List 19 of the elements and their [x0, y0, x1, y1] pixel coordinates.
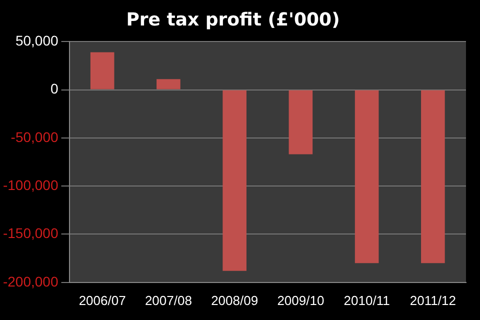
- x-tick-label: 2006/07: [78, 292, 126, 308]
- bar: [90, 52, 114, 90]
- x-tick-label: 2010/11: [344, 292, 390, 308]
- bar: [288, 90, 313, 154]
- chart-title: Pre tax profit (£'000): [126, 9, 340, 30]
- bar: [421, 90, 445, 264]
- y-tick-label: -50,000: [10, 128, 58, 145]
- x-tick-label: 2011/12: [410, 292, 456, 308]
- y-tick-label: -100,000: [2, 176, 58, 193]
- bar: [222, 90, 246, 271]
- y-tick-label: 0: [50, 80, 58, 97]
- bar: [156, 79, 180, 90]
- y-tick-label: -200,000: [2, 273, 58, 290]
- x-tick-label: 2009/10: [277, 292, 324, 308]
- x-tick-label: 2008/09: [211, 292, 258, 308]
- x-tick-label: 2007/08: [144, 292, 192, 308]
- bar: [354, 90, 379, 264]
- y-tick-label: -150,000: [2, 225, 58, 242]
- y-tick-label: 50,000: [15, 32, 58, 48]
